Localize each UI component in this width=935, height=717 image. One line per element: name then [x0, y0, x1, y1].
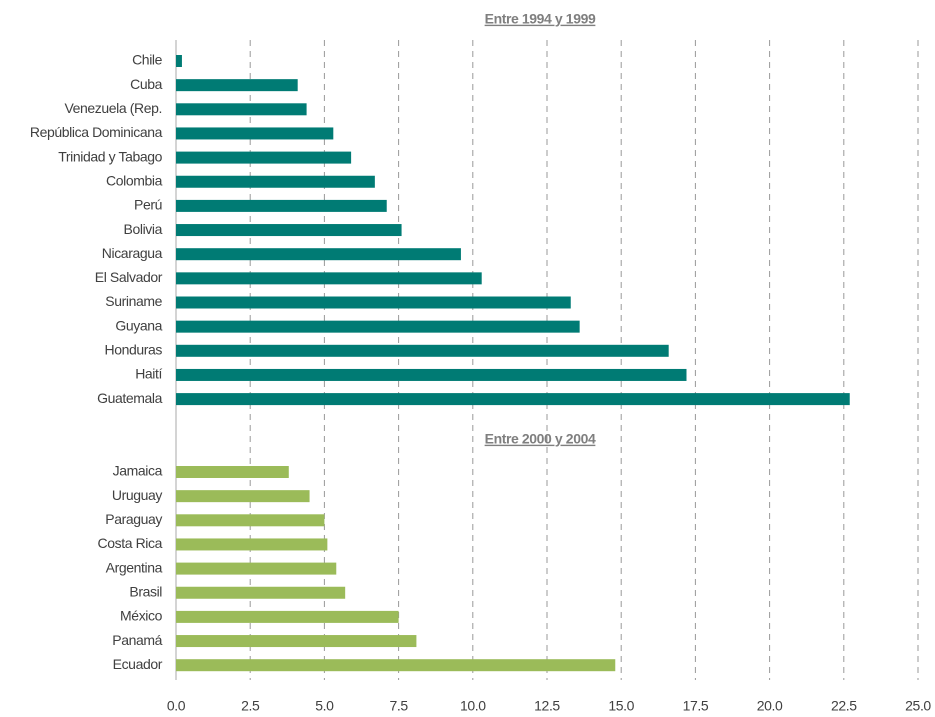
- x-tick-label: 12.5: [534, 698, 560, 714]
- bar: [176, 199, 387, 212]
- y-tick-label: República Dominicana: [30, 124, 163, 140]
- y-tick-label: Costa Rica: [98, 535, 163, 551]
- bar: [176, 610, 399, 623]
- y-tick-label: Suriname: [105, 293, 162, 309]
- x-tick-label: 0.0: [167, 698, 186, 714]
- y-tick-label: México: [120, 608, 163, 624]
- bar: [176, 224, 402, 237]
- y-tick-label: Cuba: [130, 76, 162, 92]
- bar: [176, 79, 298, 92]
- y-tick-label: Ecuador: [113, 656, 163, 672]
- y-tick-label: Bolivia: [124, 221, 163, 237]
- x-tick-label: 17.5: [683, 698, 709, 714]
- bar: [176, 151, 352, 164]
- x-tick-label: 5.0: [315, 698, 334, 714]
- x-tick-label: 20.0: [757, 698, 783, 714]
- y-tick-label: Trinidad y Tabago: [58, 148, 162, 164]
- y-tick-label: Honduras: [104, 342, 162, 358]
- x-tick-label: 15.0: [608, 698, 634, 714]
- y-tick-label: Perú: [134, 197, 162, 213]
- y-tick-label: Argentina: [106, 559, 163, 575]
- x-tick-label: 25.0: [905, 698, 931, 714]
- bar: [176, 175, 375, 188]
- bar: [176, 248, 461, 261]
- y-tick-label: El Salvador: [95, 269, 163, 285]
- y-tick-label: Colombia: [106, 172, 163, 188]
- bar: [176, 562, 337, 575]
- bar: [176, 490, 310, 503]
- y-tick-label: Panamá: [112, 632, 162, 648]
- bar: [176, 344, 669, 357]
- bar: [176, 514, 325, 527]
- bar: [176, 538, 328, 551]
- y-tick-label: Jamaica: [113, 463, 163, 479]
- y-tick-label: Chile: [132, 52, 163, 68]
- y-tick-label: Venezuela (Rep.: [64, 100, 162, 116]
- bar: [176, 272, 482, 285]
- y-tick-label: Brasil: [129, 583, 162, 599]
- y-tick-label: Guatemala: [97, 390, 162, 406]
- bar: [176, 320, 580, 333]
- y-tick-label: Guyana: [115, 317, 162, 333]
- y-tick-label: Haití: [135, 366, 162, 382]
- bar: [176, 466, 289, 478]
- bar: [176, 586, 346, 599]
- bar: [176, 393, 850, 406]
- x-tick-label: 7.5: [389, 698, 408, 714]
- y-tick-label: Nicaragua: [102, 245, 163, 261]
- group-title: Entre 2000 y 2004: [485, 431, 596, 447]
- y-tick-label: Uruguay: [112, 487, 163, 503]
- group-title: Entre 1994 y 1999: [485, 11, 596, 27]
- bar: [176, 127, 334, 140]
- bar: [176, 103, 307, 116]
- bar: [176, 635, 417, 648]
- bar: [176, 659, 616, 672]
- bar: [176, 368, 687, 381]
- x-tick-label: 2.5: [241, 698, 260, 714]
- y-tick-label: Paraguay: [105, 511, 162, 527]
- x-tick-label: 10.0: [460, 698, 486, 714]
- bar: [176, 296, 571, 309]
- bar: [176, 55, 182, 67]
- x-tick-label: 22.5: [831, 698, 857, 714]
